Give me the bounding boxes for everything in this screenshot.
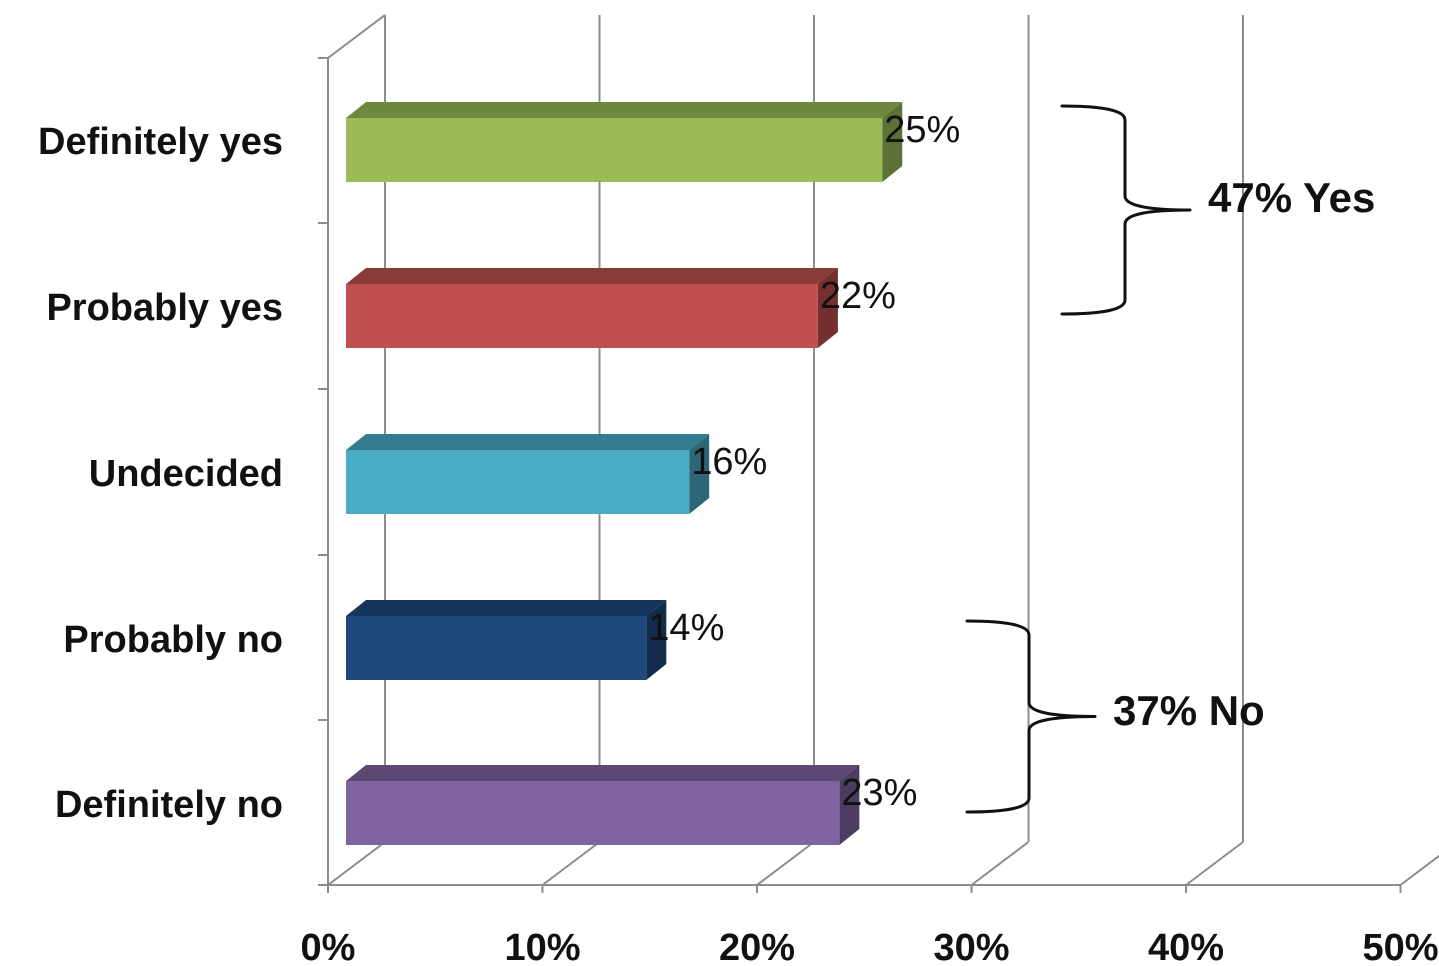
bar-front-face <box>346 450 690 514</box>
data-label-definitely-no: 23% <box>841 772 917 814</box>
bar-probably-yes <box>346 268 838 348</box>
category-label-probably-no: Probably no <box>63 619 283 661</box>
category-labels: Definitely yes Probably yes Undecided Proba… <box>38 121 283 826</box>
x-tick-label: 30% <box>933 927 1009 966</box>
group-yes-label: 47% Yes <box>1208 174 1375 221</box>
gridline-floor <box>541 841 601 886</box>
category-label-definitely-no: Definitely no <box>55 784 283 826</box>
bar-front-face <box>346 781 840 845</box>
bar-top-face <box>346 102 903 118</box>
gridline-floor <box>327 841 386 886</box>
bar-top-face <box>346 434 710 450</box>
bar-side-face <box>689 434 710 514</box>
x-tick-label: 10% <box>504 927 580 966</box>
bar-definitely-yes <box>346 102 903 182</box>
bar-front-face <box>346 616 647 680</box>
gridline-floor <box>970 841 1030 886</box>
bar-top-face <box>346 600 667 616</box>
x-tick-label: 50% <box>1362 927 1438 966</box>
group-no-label: 37% No <box>1113 687 1265 734</box>
y-axis-top-edge <box>327 14 386 59</box>
bar-definitely-no <box>346 765 860 845</box>
data-label-undecided: 16% <box>691 441 767 483</box>
bar-top-face <box>346 765 860 781</box>
bar-probably-no <box>346 600 667 680</box>
category-label-definitely-yes: Definitely yes <box>38 121 283 163</box>
x-tick-label: 0% <box>301 927 356 966</box>
x-tick-labels: 0% 10% 20% 30% 40% 50% <box>301 927 1439 966</box>
data-label-definitely-yes: 25% <box>884 109 960 151</box>
bar-side-face <box>882 102 903 182</box>
category-label-undecided: Undecided <box>89 453 283 495</box>
bar-side-face <box>839 765 860 845</box>
data-label-probably-yes: 22% <box>820 275 896 317</box>
bar-front-face <box>346 284 818 348</box>
gridline-floor <box>1399 854 1439 886</box>
bar-top-face <box>346 268 838 284</box>
data-label-probably-no: 14% <box>648 607 724 649</box>
bar-side-face <box>646 600 667 680</box>
bar-side-face <box>817 268 838 348</box>
bar-undecided <box>346 434 710 514</box>
bars <box>346 102 903 845</box>
x-tick-label: 40% <box>1148 927 1224 966</box>
category-label-probably-yes: Probably yes <box>46 287 283 329</box>
gridline-floor <box>1185 841 1244 886</box>
group-yes-brace <box>1060 104 1192 316</box>
bar-front-face <box>346 118 883 182</box>
data-labels: 25% 22% 16% 14% 23% <box>648 109 960 814</box>
group-annotations: 47% Yes 37% No <box>965 104 1375 814</box>
group-no-brace <box>965 619 1097 814</box>
x-tick-label: 20% <box>719 927 795 966</box>
gridline-floor <box>756 841 815 886</box>
